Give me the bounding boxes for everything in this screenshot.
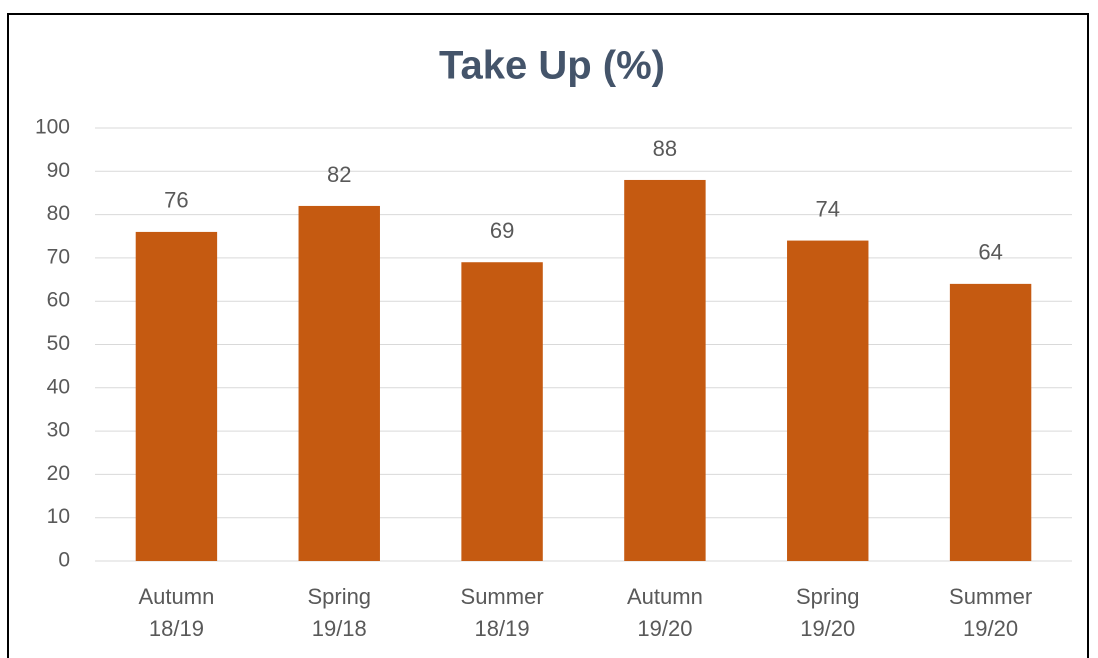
bar bbox=[949, 283, 1032, 561]
bar bbox=[787, 240, 869, 561]
y-tick-label: 40 bbox=[47, 375, 70, 398]
data-label: 69 bbox=[490, 218, 514, 243]
y-tick-label: 80 bbox=[47, 202, 70, 225]
chart-title: Take Up (%) bbox=[439, 44, 665, 88]
y-tick-label: 100 bbox=[35, 116, 70, 139]
bar bbox=[298, 205, 380, 561]
y-tick-label: 50 bbox=[47, 332, 70, 355]
data-label: 88 bbox=[653, 136, 677, 161]
y-tick-label: 60 bbox=[47, 289, 70, 312]
y-tick-label: 90 bbox=[47, 159, 70, 182]
bar bbox=[135, 231, 218, 562]
x-tick-label: Spring 19/18 bbox=[307, 584, 371, 641]
x-tick-label: Spring 19/20 bbox=[796, 584, 860, 641]
x-tick-label: Autumn 18/19 bbox=[139, 584, 215, 641]
x-tick-label: Autumn 19/20 bbox=[627, 584, 703, 641]
bar bbox=[461, 262, 543, 561]
y-tick-label: 70 bbox=[47, 245, 70, 268]
y-tick-label: 10 bbox=[47, 505, 70, 528]
data-label: 76 bbox=[164, 188, 188, 213]
x-tick-label: Summer 18/19 bbox=[461, 584, 544, 641]
x-tick-label: Summer 19/20 bbox=[949, 584, 1032, 641]
data-label: 82 bbox=[327, 162, 351, 187]
data-label: 74 bbox=[816, 196, 840, 221]
y-tick-label: 0 bbox=[58, 549, 70, 572]
y-tick-label: 30 bbox=[47, 419, 70, 442]
bar bbox=[624, 179, 706, 561]
data-label: 64 bbox=[978, 240, 1002, 265]
y-tick-label: 20 bbox=[47, 462, 70, 485]
